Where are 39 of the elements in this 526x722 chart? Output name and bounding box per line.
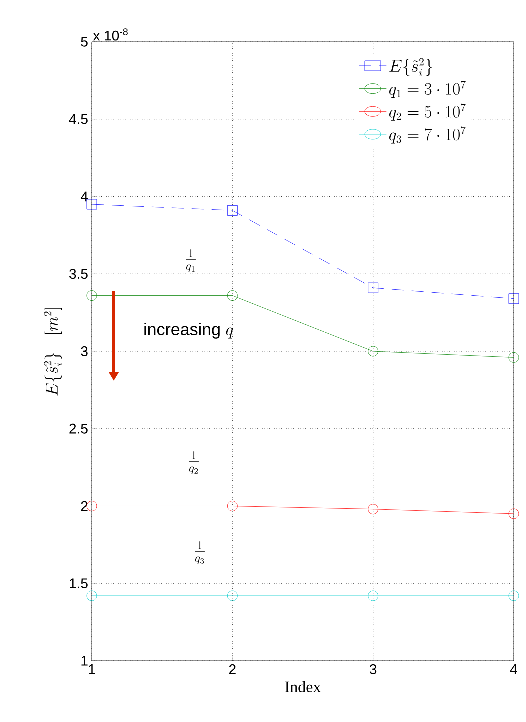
legend-label: $q_2 = 5 \cdot 10^7$ xyxy=(390,104,466,121)
annotation: $\frac{1}{q_3}$ xyxy=(195,541,205,564)
legend-label: $q_1 = 3 \cdot 10^7$ xyxy=(390,81,466,98)
y-tick-label: 4.5 xyxy=(69,114,88,124)
point xyxy=(508,590,520,602)
point xyxy=(86,590,98,602)
point xyxy=(508,352,520,363)
y-tick-label: 5 xyxy=(81,37,88,47)
y-tick-label: 3 xyxy=(81,346,88,356)
y-tick-label: 1 xyxy=(82,656,88,666)
x-tick-label: 2 xyxy=(229,664,236,674)
point xyxy=(227,205,238,216)
annotation: $\mbox{increasing } q$ xyxy=(144,323,234,339)
y-tick-label: 4 xyxy=(80,192,88,202)
point xyxy=(368,346,379,357)
x-axis-title: Index xyxy=(285,681,322,693)
annotation: $\frac{1}{q_2}$ xyxy=(189,451,199,474)
point xyxy=(86,199,98,210)
y-tick-label: 2.5 xyxy=(70,424,88,434)
point xyxy=(368,590,379,602)
y-axis-title: $E\{\tilde{s}_i^2\} \quad [m^2]$ xyxy=(44,308,62,396)
point xyxy=(368,504,379,515)
y-tick-label: 2 xyxy=(81,501,88,512)
y-tick-label: 1.5 xyxy=(70,578,88,589)
x-tick-label: 3 xyxy=(370,664,377,674)
point xyxy=(227,290,238,301)
annotation: $\frac{1}{q_1}$ xyxy=(186,249,196,272)
point xyxy=(368,282,379,294)
point xyxy=(508,508,520,520)
text: x 10$^{-8}$ xyxy=(93,28,128,41)
x-tick-label: 4 xyxy=(510,664,518,674)
point xyxy=(227,501,238,512)
y-tick-label: 3.5 xyxy=(70,269,88,280)
legend-label: $q_3 = 7 \cdot 10^7$ xyxy=(390,126,466,144)
legend-label: $E\{\tilde{s}_i^2\}$ xyxy=(390,58,432,76)
point xyxy=(508,294,520,304)
point xyxy=(227,590,238,602)
point xyxy=(86,290,98,301)
x-tick-label: 1 xyxy=(89,664,96,674)
